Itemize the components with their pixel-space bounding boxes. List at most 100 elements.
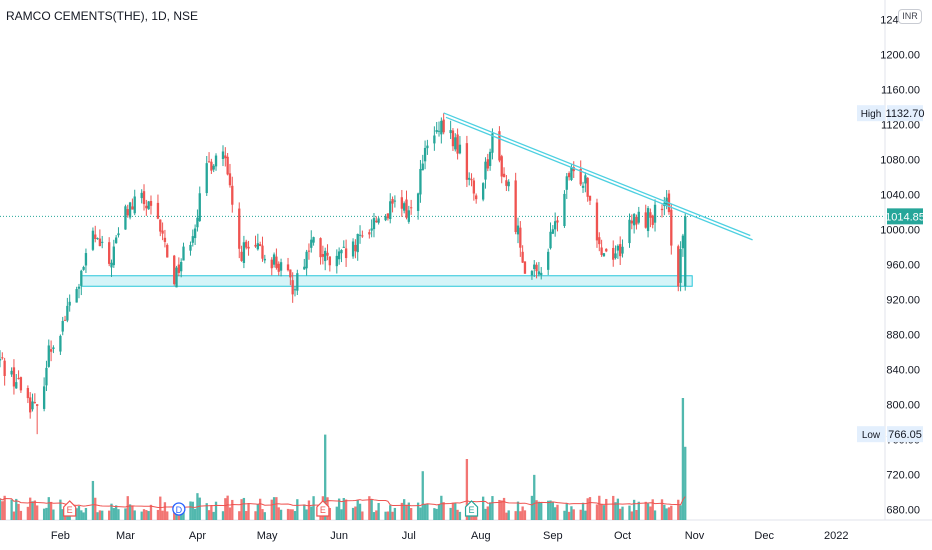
x-tick-label: Feb: [51, 530, 70, 542]
volume-bar: [507, 510, 510, 520]
candle-body: [405, 199, 408, 218]
volume-bar: [530, 495, 534, 520]
volume-bar: [416, 502, 420, 520]
volume-bar: [228, 507, 232, 520]
volume-bar: [12, 511, 16, 520]
volume-bar: [3, 495, 6, 520]
candle-body: [614, 253, 617, 259]
candle-body: [191, 236, 194, 243]
volume-bar: [612, 495, 615, 520]
candle-body: [75, 289, 78, 303]
volume-bar: [242, 497, 246, 520]
volume-bar: [291, 509, 294, 520]
volume-bar: [481, 496, 485, 520]
volume-bar: [681, 398, 685, 520]
volume-bar: [449, 507, 452, 520]
candle-body: [261, 245, 264, 259]
candle-body: [535, 264, 538, 272]
volume-bar: [375, 510, 378, 520]
candle-body: [193, 228, 197, 239]
volume-bar: [635, 510, 638, 520]
volume-bar: [563, 510, 566, 520]
y-tick-label: 680.00: [886, 504, 920, 516]
candle-body: [660, 208, 664, 211]
candle-body: [456, 134, 459, 154]
candle-body: [646, 208, 650, 232]
volume-bar: [98, 510, 102, 520]
candle-body: [305, 251, 308, 269]
candle-body: [537, 271, 541, 275]
volume-bar: [296, 499, 299, 520]
volume-bar: [289, 509, 292, 520]
volume-bar: [435, 508, 438, 520]
candle-body: [256, 243, 259, 250]
volume-bar: [663, 504, 666, 520]
candle-body: [465, 143, 469, 180]
volume-bar: [454, 502, 457, 520]
volume-bar: [386, 511, 390, 520]
volume-bar: [403, 499, 406, 520]
volume-bar: [491, 496, 494, 520]
volume-bar: [126, 496, 129, 520]
volume-bar: [377, 503, 380, 520]
volume-bar: [193, 508, 197, 520]
volume-bar: [145, 510, 148, 520]
candle-body: [370, 228, 373, 231]
candle-body: [377, 218, 380, 223]
volume-bar: [407, 502, 410, 520]
volume-bar: [149, 504, 153, 520]
candle-body: [584, 175, 587, 184]
candle-body: [451, 130, 455, 147]
candle-body: [156, 202, 160, 219]
candle-body: [161, 230, 164, 234]
candle-body: [59, 335, 62, 352]
candle-body: [17, 378, 20, 380]
candle-body: [310, 239, 313, 248]
candle-body: [258, 244, 262, 246]
volume-bar: [279, 509, 283, 520]
volume-bar: [579, 509, 582, 520]
volume-bar: [630, 511, 633, 520]
y-tick-label: 880.00: [886, 329, 920, 341]
volume-bar: [419, 507, 422, 520]
candle-body: [149, 200, 153, 206]
candle-body: [681, 235, 685, 249]
candle-body: [319, 238, 322, 258]
candle-body: [66, 305, 69, 321]
candle-body: [628, 219, 631, 244]
candle-body: [33, 402, 37, 404]
volume-bar: [272, 497, 276, 520]
volume-bar: [537, 501, 541, 520]
candle-body: [384, 216, 387, 221]
candle-body: [426, 145, 429, 149]
candle-body: [386, 213, 390, 219]
event-marker-label: E: [67, 505, 73, 515]
candle-body: [108, 242, 111, 264]
volume-bar: [112, 508, 115, 520]
volume-bar: [161, 510, 164, 520]
currency-badge[interactable]: INR: [898, 9, 922, 24]
candle-body: [238, 208, 241, 249]
volume-bar: [212, 511, 215, 520]
volume-bar: [226, 495, 229, 520]
high-tag-label: High: [861, 109, 882, 120]
symbol-title[interactable]: RAMCO CEMENTS(THE), 1D, NSE: [6, 9, 199, 23]
volume-bar: [77, 505, 81, 520]
y-tick-label: 720.00: [886, 469, 920, 481]
earnings-marker: [464, 500, 479, 517]
candle-body: [632, 214, 636, 226]
x-tick-label: May: [257, 530, 278, 542]
candle-body: [595, 202, 599, 241]
candle-body: [470, 179, 473, 181]
volume-bar: [94, 497, 97, 520]
candle-body: [344, 248, 348, 259]
candle-body: [52, 347, 55, 350]
candle-body: [400, 197, 404, 209]
candle-body: [361, 235, 364, 237]
candle-body: [551, 229, 554, 234]
volume-bar: [409, 508, 413, 520]
volume-bar: [519, 511, 522, 520]
y-tick-label: 1040.00: [880, 189, 920, 201]
